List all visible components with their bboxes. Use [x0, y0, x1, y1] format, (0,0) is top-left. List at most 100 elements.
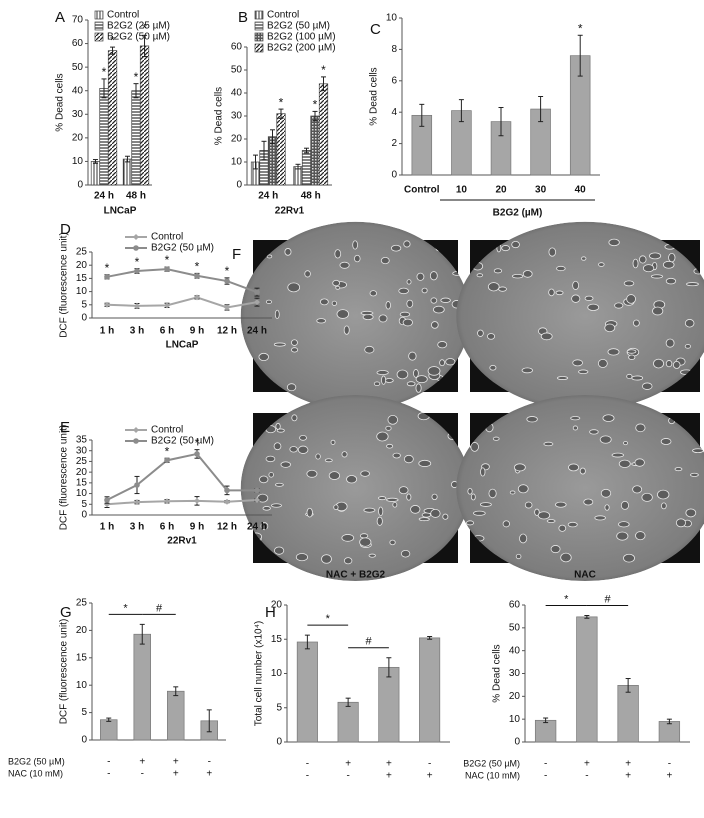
- marker: [194, 497, 200, 504]
- cell: [665, 277, 677, 285]
- cell: [635, 531, 646, 541]
- y-tick-label: 20: [231, 134, 243, 145]
- y-axis-label: DCF (fluorescence unit): [59, 425, 70, 531]
- cell: [626, 373, 633, 380]
- cell: [623, 441, 628, 446]
- cell: [501, 245, 510, 252]
- micrograph: [456, 221, 704, 411]
- cell: [623, 553, 635, 563]
- legend-swatch: [94, 10, 104, 20]
- cell: [286, 383, 297, 392]
- y-tick-label: 25: [76, 247, 88, 258]
- cell: [641, 492, 653, 502]
- cell: [686, 282, 699, 287]
- significance: #: [604, 593, 611, 605]
- treatment-sign: +: [386, 771, 392, 782]
- treatment-label: NAC (10 mM): [8, 768, 63, 778]
- y-tick-label: 30: [76, 445, 88, 456]
- cell: [315, 453, 321, 460]
- x-tick-label: 3 h: [130, 522, 144, 533]
- cell: [415, 383, 422, 393]
- cell: [335, 285, 341, 290]
- cell: [363, 507, 376, 513]
- y-tick-label: 20: [509, 691, 521, 702]
- cell: [602, 414, 615, 422]
- cell: [690, 472, 699, 477]
- cell: [400, 549, 411, 558]
- significance: *: [564, 593, 569, 605]
- cell: [517, 484, 529, 494]
- cell: [336, 309, 350, 319]
- marker: [104, 274, 110, 280]
- cell: [652, 306, 664, 316]
- cell: [386, 497, 399, 502]
- cell: [427, 366, 441, 376]
- cell: [587, 303, 600, 311]
- treatment-sign: +: [625, 759, 631, 770]
- cell: [519, 533, 528, 544]
- cell: [316, 318, 327, 324]
- legend-label: B2G2 (100 µM): [267, 32, 336, 43]
- line: [106, 499, 258, 506]
- panel-letter: C: [370, 21, 381, 38]
- cell: [274, 482, 284, 487]
- y-axis-label: Total cell number (x10⁴): [254, 621, 265, 726]
- bar: [419, 637, 441, 743]
- x-tick-label: 12 h: [217, 326, 237, 337]
- cell: [626, 349, 637, 354]
- cell: [534, 508, 540, 516]
- marker: [194, 294, 200, 301]
- cell: [633, 319, 640, 327]
- x-axis-label: LNCaP: [166, 340, 199, 351]
- significance: *: [578, 21, 583, 35]
- cell: [604, 323, 616, 333]
- cell: [599, 435, 612, 444]
- cell: [273, 546, 285, 555]
- cell: [330, 439, 336, 445]
- treatment-sign: +: [206, 769, 212, 780]
- cell: [291, 347, 299, 353]
- significance: *: [102, 65, 107, 79]
- cell: [513, 463, 526, 472]
- panel-letter: B: [238, 9, 248, 26]
- cell: [572, 359, 583, 367]
- cell: [623, 280, 635, 287]
- cell: [410, 505, 421, 514]
- x-axis-label: LNCaP: [104, 206, 137, 217]
- y-axis-label: % Dead cells: [492, 644, 503, 702]
- cell: [295, 553, 309, 562]
- y-tick-label: 0: [81, 313, 87, 324]
- cell: [556, 265, 566, 272]
- cell: [492, 436, 500, 441]
- cell: [439, 359, 445, 367]
- cell: [408, 351, 417, 361]
- cell: [431, 493, 438, 501]
- legend-marker: [133, 234, 139, 240]
- x-tick-label: 30: [535, 185, 547, 196]
- bar: [122, 158, 133, 186]
- panel-letter: A: [55, 9, 65, 26]
- treatment-sign: -: [428, 759, 431, 770]
- cell: [607, 348, 620, 356]
- treatment-sign: +: [345, 759, 351, 770]
- cell: [598, 262, 605, 267]
- bar: [107, 50, 118, 186]
- cell: [470, 493, 476, 501]
- x-tick-label: 24 h: [247, 522, 267, 533]
- legend-label: Control: [151, 425, 183, 436]
- cell: [343, 325, 350, 335]
- cell: [333, 504, 339, 510]
- cell: [381, 375, 387, 385]
- treatment-sign: +: [625, 771, 631, 782]
- x-tick-label: 48 h: [126, 191, 146, 202]
- treatment-sign: -: [585, 771, 588, 782]
- panel-letter: D: [60, 221, 71, 238]
- x-tick-label: 24 h: [258, 191, 278, 202]
- cell: [522, 270, 533, 278]
- cell: [477, 329, 484, 337]
- cell: [331, 300, 338, 306]
- cell: [665, 360, 673, 368]
- cell: [406, 493, 412, 501]
- cell: [396, 369, 409, 380]
